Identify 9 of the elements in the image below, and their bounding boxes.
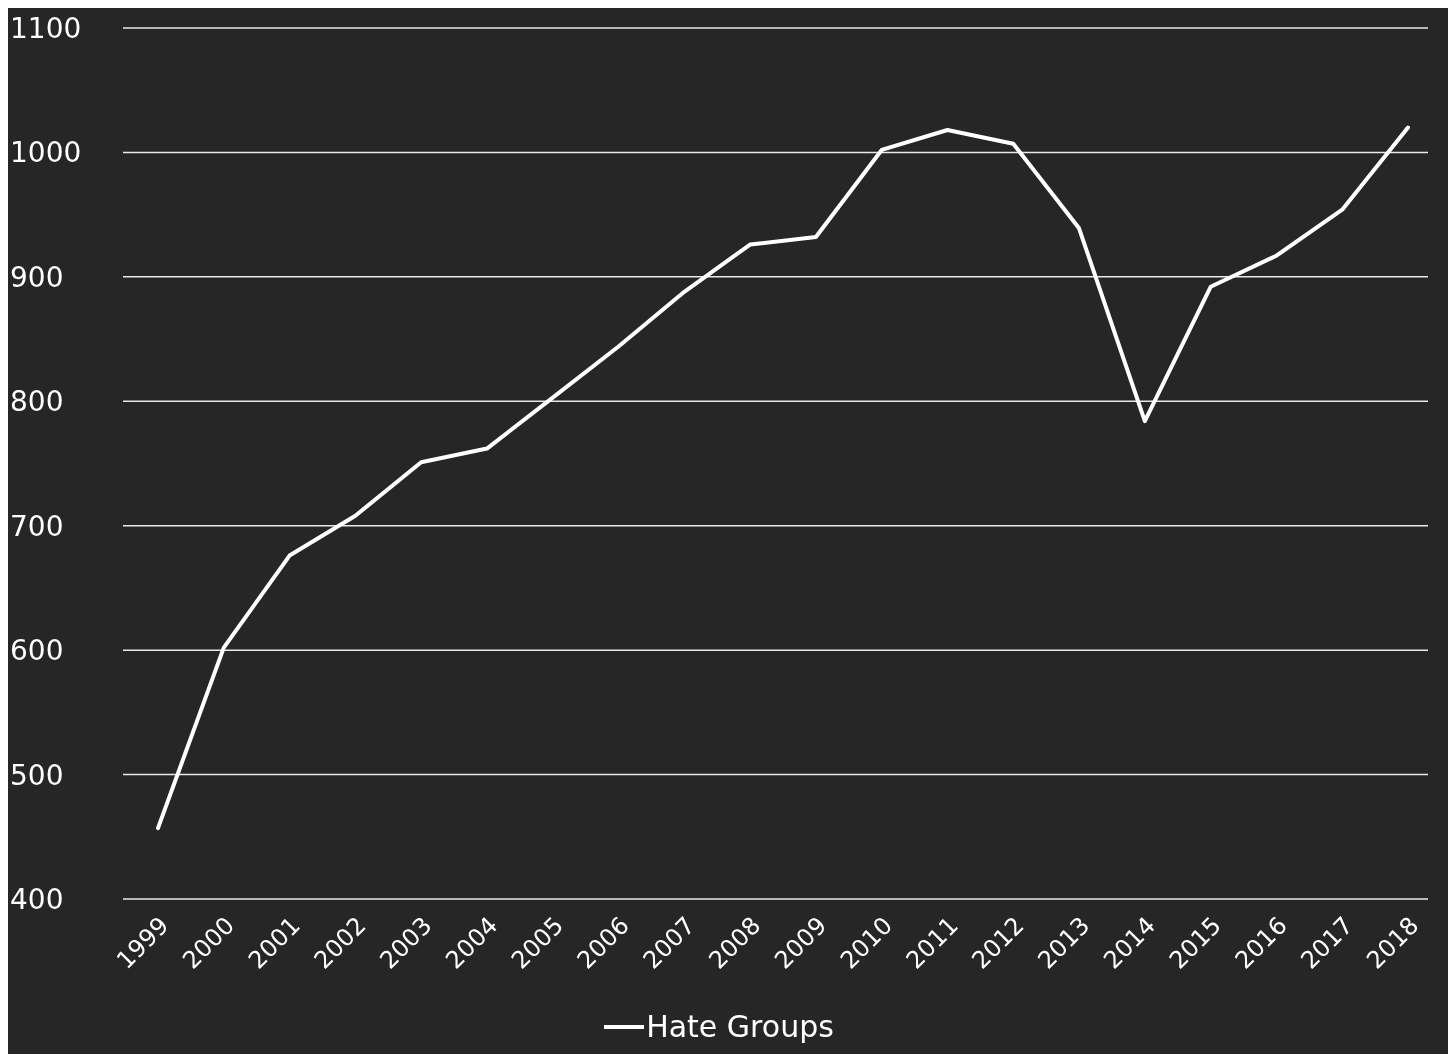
y-tick-label: 400 [10,882,64,916]
y-tick-label: 600 [10,634,64,668]
y-tick-label: 1100 [10,11,82,45]
y-tick-label: 700 [10,509,64,543]
y-tick-label: 800 [10,385,64,419]
legend-label: Hate Groups [646,1009,834,1044]
y-tick-label: 500 [10,758,64,792]
y-tick-label: 900 [10,260,64,294]
y-tick-label: 1000 [10,136,82,170]
